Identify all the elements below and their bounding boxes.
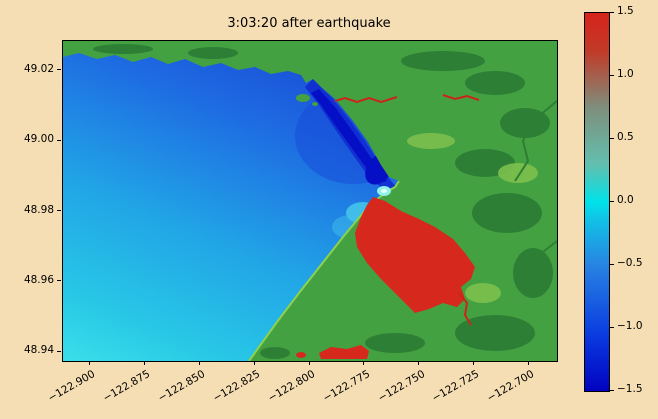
x-tick-label: −122.850 <box>156 368 208 405</box>
small-island <box>296 94 310 102</box>
colorbar-tick-mark <box>610 389 614 391</box>
y-tick-mark <box>57 210 61 212</box>
colorbar-tick-label: 1.5 <box>617 5 634 17</box>
colorbar-tick-mark <box>610 326 614 328</box>
colorbar-tick-mark <box>610 263 614 265</box>
colorbar-tick-label: −1.5 <box>617 383 643 395</box>
colorbar-tick-mark <box>610 200 614 202</box>
inundation-zone <box>355 197 475 313</box>
x-tick-label: −122.775 <box>320 368 372 405</box>
x-tick-mark <box>88 361 90 365</box>
x-tick-label: −122.875 <box>101 368 153 405</box>
x-tick-mark <box>473 361 475 365</box>
marsh-patches <box>407 133 538 303</box>
flood-dot <box>296 352 306 358</box>
chart-title: 3:03:20 after earthquake <box>227 16 391 31</box>
nearshore-drawdown-core <box>311 89 387 183</box>
colorbar <box>584 12 610 392</box>
y-tick-mark <box>57 139 61 141</box>
x-tick-label: −122.700 <box>485 368 537 405</box>
y-tick-mark <box>57 350 61 352</box>
colorbar-tick-label: −0.5 <box>617 257 643 269</box>
y-tick-label: 49.00 <box>23 133 54 146</box>
x-tick-mark <box>253 361 255 365</box>
y-tick-label: 48.96 <box>23 273 54 286</box>
estuary-mouth-spot-core <box>381 189 387 193</box>
small-island-2 <box>312 102 318 106</box>
x-tick-label: −122.750 <box>375 368 427 405</box>
tsunami-map <box>63 41 557 361</box>
y-tick-label: 48.98 <box>23 203 54 216</box>
dark-terrain-patches <box>93 44 553 359</box>
y-tick-mark <box>57 280 61 282</box>
x-tick-mark <box>363 361 365 365</box>
y-tick-mark <box>57 69 61 71</box>
y-tick-label: 49.02 <box>23 62 54 75</box>
x-tick-mark <box>198 361 200 365</box>
x-tick-label: −122.900 <box>46 368 98 405</box>
x-tick-label: −122.800 <box>265 368 317 405</box>
x-tick-label: −122.725 <box>430 368 482 405</box>
river-channels <box>514 100 557 272</box>
colorbar-tick-mark <box>610 11 614 13</box>
colorbar-tick-label: −1.0 <box>617 320 643 332</box>
colorbar-tick-label: 0.5 <box>617 131 634 143</box>
plot-area <box>62 40 558 362</box>
colorbar-tick-mark <box>610 137 614 139</box>
x-tick-mark <box>528 361 530 365</box>
flooded-channels <box>334 94 480 326</box>
x-tick-label: −122.825 <box>210 368 263 405</box>
colorbar-tick-label: 1.0 <box>617 68 634 80</box>
y-tick-label: 48.94 <box>23 344 54 357</box>
colorbar-tick-label: 0.0 <box>617 194 634 206</box>
x-tick-mark <box>418 361 420 365</box>
x-tick-mark <box>143 361 145 365</box>
flood-patch-bottom <box>319 345 369 359</box>
x-tick-mark <box>308 361 310 365</box>
colorbar-tick-mark <box>610 74 614 76</box>
